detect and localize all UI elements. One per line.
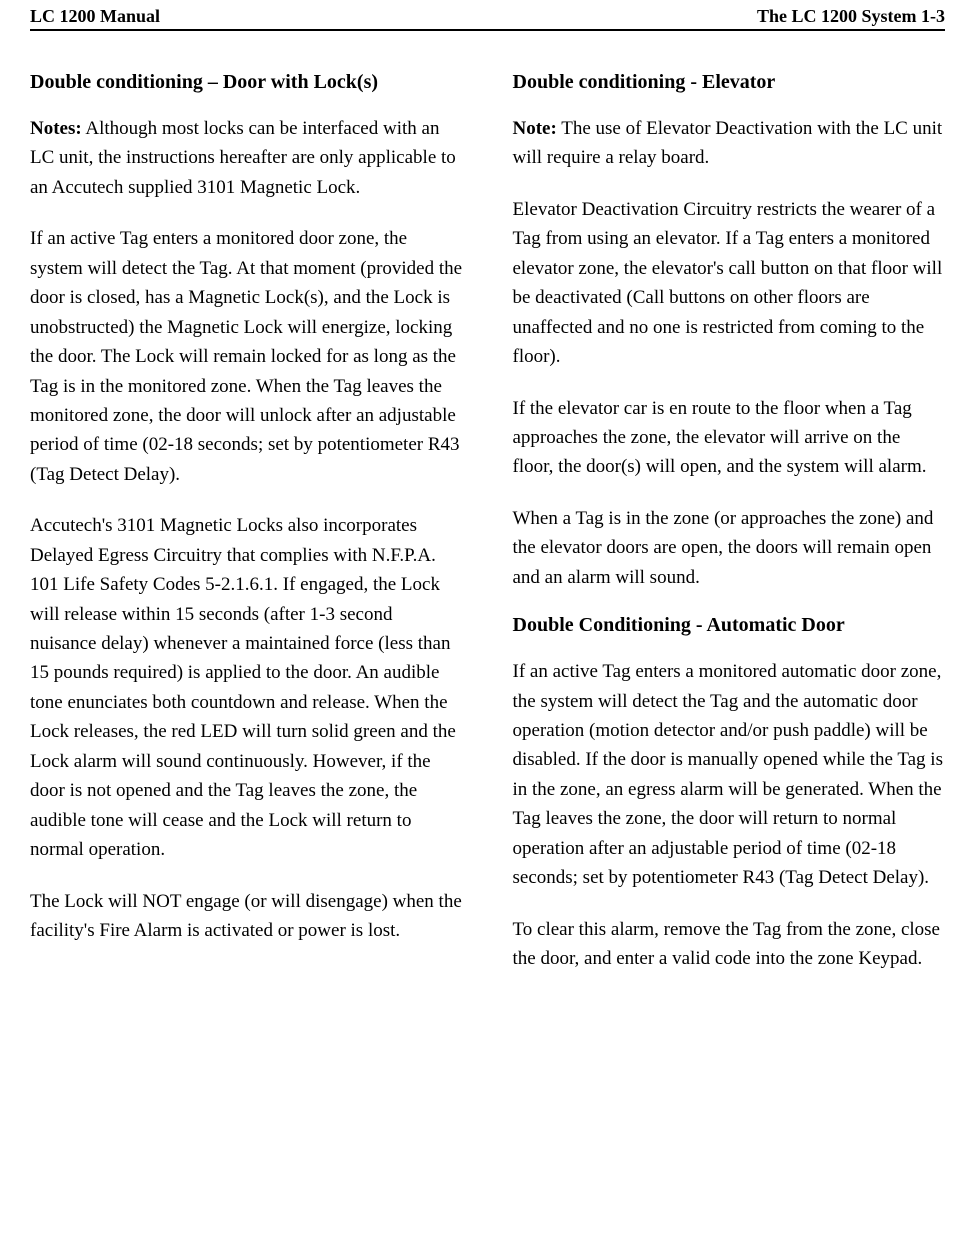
section-heading-elevator: Double conditioning - Elevator bbox=[513, 71, 946, 94]
note-body: The use of Elevator Deactivation with th… bbox=[513, 118, 943, 168]
header-right: The LC 1200 System 1-3 bbox=[757, 6, 945, 27]
right-column: Double conditioning - Elevator Note: The… bbox=[513, 71, 946, 996]
notes-label: Notes: bbox=[30, 118, 82, 139]
elevator-paragraph-deactivation: Elevator Deactivation Circuitry restrict… bbox=[513, 195, 946, 372]
note-label: Note: bbox=[513, 118, 557, 139]
section-heading-door-lock: Double conditioning – Door with Lock(s) bbox=[30, 71, 463, 94]
door-lock-paragraph-behavior: If an active Tag enters a monitored door… bbox=[30, 224, 463, 489]
elevator-paragraph-doors-open: When a Tag is in the zone (or approaches… bbox=[513, 504, 946, 592]
automatic-door-paragraph-clear-alarm: To clear this alarm, remove the Tag from… bbox=[513, 915, 946, 974]
left-column: Double conditioning – Door with Lock(s) … bbox=[30, 71, 463, 996]
elevator-paragraph-en-route: If the elevator car is en route to the f… bbox=[513, 394, 946, 482]
header-left: LC 1200 Manual bbox=[30, 6, 160, 27]
content-columns: Double conditioning – Door with Lock(s) … bbox=[30, 71, 945, 996]
notes-body: Although most locks can be interfaced wi… bbox=[30, 118, 456, 198]
elevator-note-paragraph: Note: The use of Elevator Deactivation w… bbox=[513, 114, 946, 173]
automatic-door-paragraph-behavior: If an active Tag enters a monitored auto… bbox=[513, 657, 946, 893]
door-lock-paragraph-fire-alarm: The Lock will NOT engage (or will diseng… bbox=[30, 887, 463, 946]
section-heading-automatic-door: Double Conditioning - Automatic Door bbox=[513, 614, 946, 637]
door-lock-paragraph-delayed-egress: Accutech's 3101 Magnetic Locks also inco… bbox=[30, 511, 463, 864]
page-header: LC 1200 Manual The LC 1200 System 1-3 bbox=[30, 0, 945, 31]
page: LC 1200 Manual The LC 1200 System 1-3 Do… bbox=[0, 0, 975, 1256]
notes-paragraph: Notes: Although most locks can be interf… bbox=[30, 114, 463, 202]
